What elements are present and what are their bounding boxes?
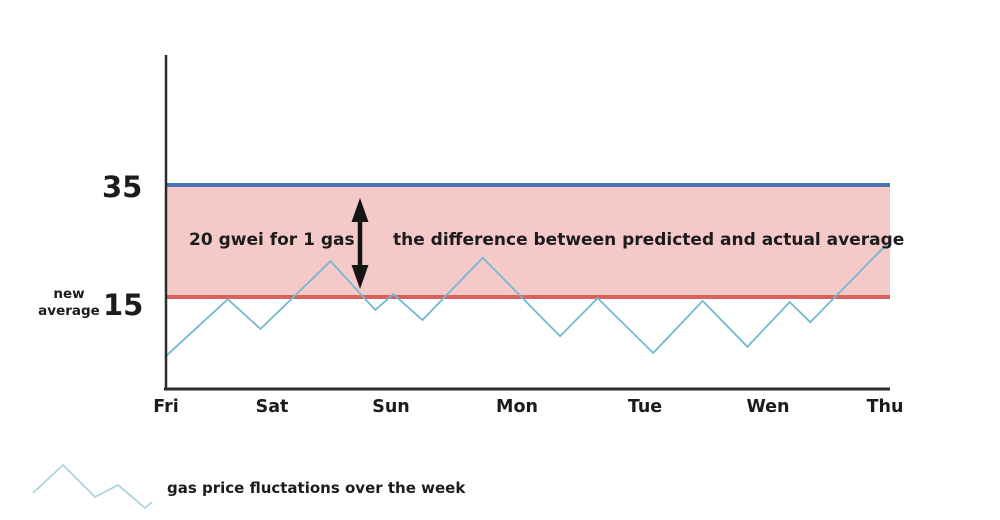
x-tick-wen: Wen xyxy=(746,397,790,417)
difference-arrow-icon xyxy=(351,198,369,289)
new-average-label: new average xyxy=(38,286,100,319)
y-tick-35: 35 xyxy=(102,170,143,204)
legend-line-icon xyxy=(32,463,153,510)
annotation-difference-value: 20 gwei for 1 gas xyxy=(189,230,355,250)
x-tick-tue: Tue xyxy=(627,397,663,417)
annotation-difference-description: the difference between predicted and act… xyxy=(393,230,905,250)
y-tick-15: 15 xyxy=(103,288,144,322)
x-tick-sat: Sat xyxy=(255,397,289,417)
x-tick-sun: Sun xyxy=(372,397,410,417)
x-tick-fri: Fri xyxy=(153,397,179,417)
x-tick-mon: Mon xyxy=(496,397,538,417)
legend-label: gas price fluctations over the week xyxy=(167,479,466,497)
difference-band xyxy=(165,185,890,297)
x-tick-thu: Thu xyxy=(866,397,904,417)
gas-price-line xyxy=(164,240,891,358)
